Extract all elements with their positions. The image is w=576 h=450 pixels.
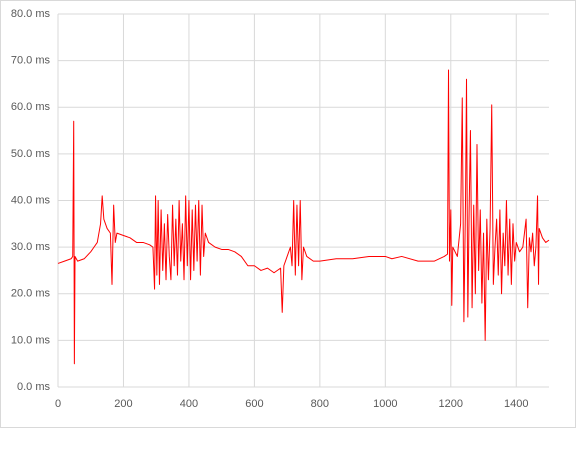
y-tick-label: 10.0 ms — [11, 334, 51, 346]
x-tick-label: 400 — [180, 398, 198, 410]
data-line — [57, 69, 550, 365]
x-tick-label: 200 — [114, 398, 132, 410]
y-tick-label: 50.0 ms — [11, 148, 51, 160]
y-tick-label: 30.0 ms — [11, 241, 51, 253]
x-tick-label: 800 — [311, 398, 329, 410]
x-tick-label: 1000 — [373, 398, 397, 410]
x-tick-label: 600 — [245, 398, 263, 410]
y-tick-label: 60.0 ms — [11, 101, 51, 113]
y-tick-label: 0.0 ms — [17, 381, 51, 393]
y-tick-label: 20.0 ms — [11, 288, 51, 300]
x-tick-label: 1400 — [504, 398, 528, 410]
y-tick-label: 80.0 ms — [11, 8, 51, 20]
y-tick-label: 40.0 ms — [11, 194, 51, 206]
x-tick-label: 0 — [55, 398, 61, 410]
chart-frame — [0, 0, 576, 428]
x-tick-label: 1200 — [439, 398, 463, 410]
y-tick-label: 70.0 ms — [11, 55, 51, 67]
